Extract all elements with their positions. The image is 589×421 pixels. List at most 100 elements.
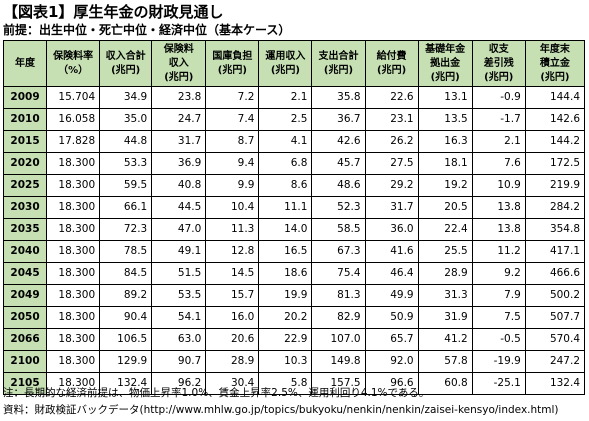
- value-cell: 18.300: [46, 218, 101, 241]
- value-cell: 107.0: [311, 328, 366, 351]
- value-cell: 81.3: [311, 284, 366, 307]
- column-header-line: (兆円): [540, 71, 570, 83]
- value-cell: 63.0: [151, 328, 207, 351]
- year-cell: 2040: [2, 240, 48, 263]
- value-cell: 35.8: [311, 86, 366, 109]
- column-header: 年度: [2, 40, 48, 87]
- year-cell: 2010: [2, 108, 48, 131]
- value-cell: 44.5: [151, 196, 207, 219]
- value-cell: 72.3: [99, 218, 153, 241]
- value-cell: 142.6: [524, 108, 586, 131]
- value-cell: 78.5: [99, 240, 153, 263]
- value-cell: -0.9: [471, 86, 526, 109]
- value-cell: 53.3: [99, 152, 153, 175]
- value-cell: 10.3: [258, 350, 313, 373]
- value-cell: 4.1: [258, 130, 313, 153]
- value-cell: 20.2: [258, 306, 313, 329]
- column-header-line: 国庫負担: [212, 50, 253, 62]
- assumption-subtitle: 前提：出生中位・死亡中位・経済中位（基本ケース）: [3, 23, 291, 37]
- year-cell: 2050: [2, 306, 48, 329]
- column-header: 基礎年金 拠出金 (兆円): [417, 40, 473, 87]
- value-cell: 42.6: [311, 130, 366, 153]
- table-row: 2045 18.300 84.5 51.5 14.5 18.6 75.4 46.4 28.9 9.…: [2, 262, 586, 285]
- value-cell: 59.5: [99, 174, 153, 197]
- column-header-line: 収入: [168, 57, 189, 69]
- value-cell: 417.1: [524, 240, 586, 263]
- column-header: 運用収入 (兆円): [258, 40, 313, 87]
- value-cell: 18.300: [46, 262, 101, 285]
- value-cell: 20.5: [417, 196, 473, 219]
- value-cell: 35.0: [99, 108, 153, 131]
- value-cell: 570.4: [524, 328, 586, 351]
- value-cell: 65.7: [364, 328, 419, 351]
- table-header: 年度 保険料率 （%） 収入合計 (兆円) 保険料 収入 (兆円) 国庫負担 (兆円) 運用収入 (兆…: [2, 40, 586, 87]
- value-cell: 18.300: [46, 174, 101, 197]
- value-cell: 172.5: [524, 152, 586, 175]
- value-cell: 17.828: [46, 130, 101, 153]
- value-cell: 16.3: [417, 130, 473, 153]
- value-cell: 9.4: [205, 152, 260, 175]
- table-row: 2015 17.828 44.8 31.7 8.7 4.1 42.6 26.2 16.3 2.1 1…: [2, 130, 586, 153]
- column-header-line: (兆円): [484, 71, 514, 83]
- value-cell: 36.7: [311, 108, 366, 131]
- value-cell: 22.9: [258, 328, 313, 351]
- value-cell: 247.2: [524, 350, 586, 373]
- value-cell: 18.300: [46, 196, 101, 219]
- column-header-line: 拠出金: [430, 57, 461, 69]
- header-row: 年度 保険料率 （%） 収入合計 (兆円) 保険料 収入 (兆円) 国庫負担 (兆円) 運用収入 (兆…: [2, 40, 586, 87]
- pension-finance-table: 年度 保険料率 （%） 収入合計 (兆円) 保険料 収入 (兆円) 国庫負担 (兆円) 運用収入 (兆…: [2, 40, 586, 395]
- value-cell: 41.6: [364, 240, 419, 263]
- value-cell: 8.7: [205, 130, 260, 153]
- value-cell: 466.6: [524, 262, 586, 285]
- table-row: 2020 18.300 53.3 36.9 9.4 6.8 45.7 27.5 18.1 7.6 1…: [2, 152, 586, 175]
- value-cell: 45.7: [311, 152, 366, 175]
- value-cell: 96.6: [364, 372, 419, 395]
- value-cell: 27.5: [364, 152, 419, 175]
- column-header-line: 差引残: [483, 57, 514, 69]
- value-cell: 7.2: [205, 86, 260, 109]
- column-header: 給付費 (兆円): [364, 40, 419, 87]
- value-cell: 60.8: [417, 372, 473, 395]
- year-cell: 2066: [2, 328, 48, 351]
- value-cell: 23.1: [364, 108, 419, 131]
- value-cell: 92.0: [364, 350, 419, 373]
- value-cell: 20.6: [205, 328, 260, 351]
- year-cell: 2009: [2, 86, 48, 109]
- value-cell: 129.9: [99, 350, 153, 373]
- value-cell: 7.9: [471, 284, 526, 307]
- value-cell: 90.4: [99, 306, 153, 329]
- value-cell: -25.1: [471, 372, 526, 395]
- table-row: 2049 18.300 89.2 53.5 15.7 19.9 81.3 49.9 31.3 7.…: [2, 284, 586, 307]
- value-cell: 11.2: [471, 240, 526, 263]
- column-header-line: 年度末: [539, 43, 570, 55]
- value-cell: 144.4: [524, 86, 586, 109]
- value-cell: 8.6: [258, 174, 313, 197]
- table-row: 2010 16.058 35.0 24.7 7.4 2.5 36.7 23.1 13.5 -1.7…: [2, 108, 586, 131]
- table-row: 2035 18.300 72.3 47.0 11.3 14.0 58.5 36.0 22.4 13…: [2, 218, 586, 241]
- column-header-line: (兆円): [323, 64, 354, 76]
- column-header-line: (兆円): [164, 71, 194, 83]
- value-cell: 18.300: [46, 372, 101, 395]
- value-cell: 14.0: [258, 218, 313, 241]
- value-cell: 23.8: [151, 86, 207, 109]
- value-cell: 18.300: [46, 350, 101, 373]
- column-header: 国庫負担 (兆円): [205, 40, 260, 87]
- value-cell: 144.2: [524, 130, 586, 153]
- table-row: 2066 18.300 106.5 63.0 20.6 22.9 107.0 65.7 41.2…: [2, 328, 586, 351]
- value-cell: 15.7: [205, 284, 260, 307]
- column-header-line: (兆円): [111, 64, 141, 76]
- value-cell: 28.9: [205, 350, 260, 373]
- value-cell: 47.0: [151, 218, 207, 241]
- value-cell: 49.1: [151, 240, 207, 263]
- value-cell: 31.9: [417, 306, 473, 329]
- year-cell: 2020: [2, 152, 48, 175]
- value-cell: 2.1: [258, 86, 313, 109]
- value-cell: 500.2: [524, 284, 586, 307]
- column-header-line: 運用収入: [265, 50, 306, 62]
- column-header-line: 支出合計: [318, 50, 359, 62]
- value-cell: 2.5: [258, 108, 313, 131]
- year-cell: 2105: [2, 372, 48, 395]
- value-cell: 57.8: [417, 350, 473, 373]
- column-header-line: 給付費: [376, 50, 407, 62]
- value-cell: 11.3: [205, 218, 260, 241]
